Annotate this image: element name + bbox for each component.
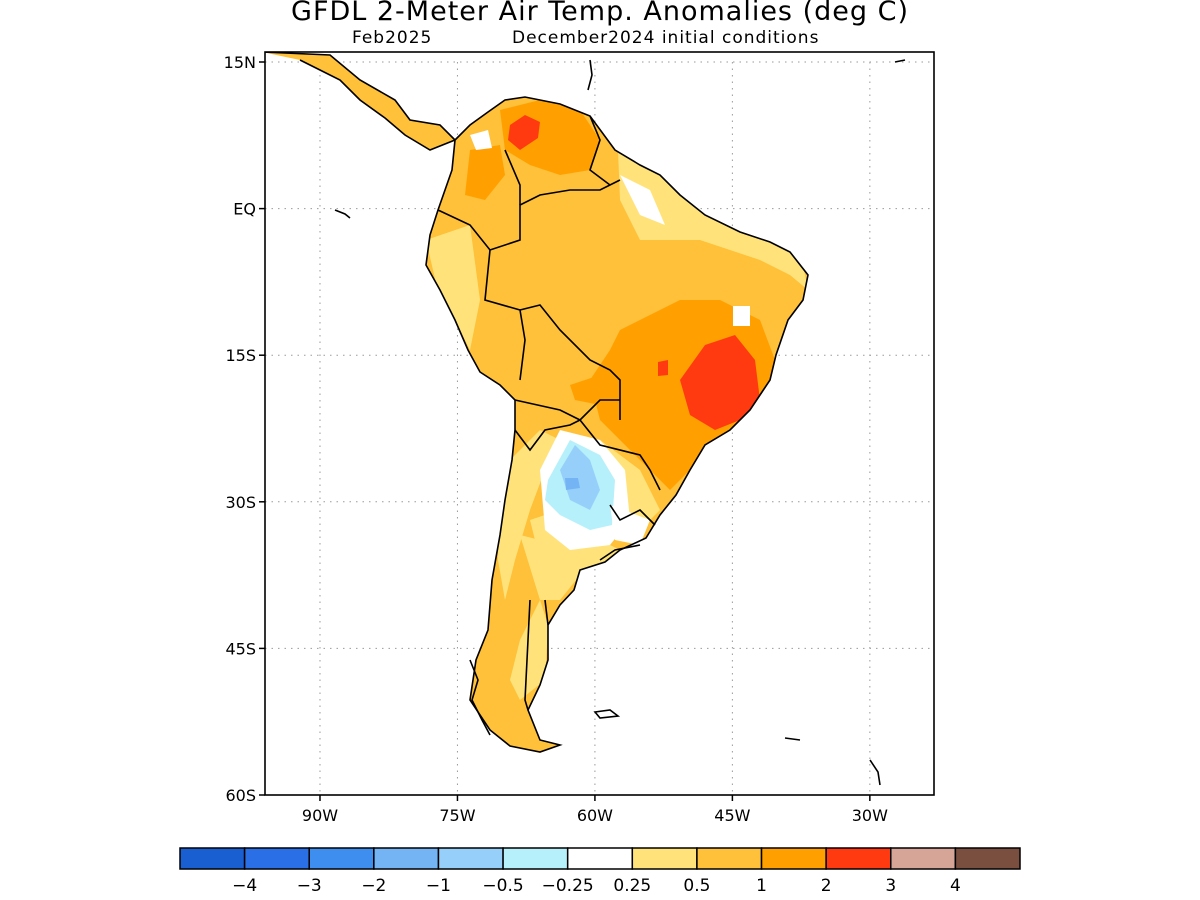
colorbar-label: −0.25 (542, 876, 594, 896)
colorbar-swatch (631, 847, 698, 870)
colorbar-swatch (825, 847, 892, 870)
map-title: GFDL 2-Meter Air Temp. Anomalies (deg C) (291, 0, 909, 27)
lon-tick-label: 90W (302, 806, 338, 825)
colorbar-label: 3 (885, 876, 896, 896)
colorbar-swatch (502, 847, 569, 870)
lon-tick-label: 30W (852, 806, 888, 825)
coastlines-and-borders (265, 52, 906, 786)
colorbar-label: 0.25 (613, 876, 651, 896)
colorbar-swatch (566, 847, 634, 870)
lat-tick-label: 30S (225, 493, 256, 512)
latitude-axis: 15N EQ 15S 30S 45S 60S (224, 53, 265, 805)
map-gridlines (265, 61, 934, 795)
map-frame (264, 51, 935, 796)
lat-tick-label: 60S (225, 786, 256, 805)
lon-tick-label: 75W (439, 806, 475, 825)
lat-tick-label: 15S (225, 346, 256, 365)
colorbar-swatch (373, 847, 440, 870)
colorbar-swatch (696, 847, 763, 870)
lat-tick-label: EQ (233, 200, 256, 219)
colorbar-label: −3 (297, 876, 322, 896)
colorbar-swatch (954, 847, 1021, 870)
colorbar-swatch (243, 847, 310, 870)
colorbar (179, 847, 1021, 870)
forecast-month: Feb2025 (352, 28, 433, 48)
colorbar-label: −1 (426, 876, 451, 896)
colorbar-label: −4 (232, 876, 257, 896)
colorbar-label: 1 (756, 876, 767, 896)
lon-tick-label: 60W (577, 806, 613, 825)
initial-conditions-label: December2024 initial conditions (512, 28, 820, 48)
colorbar-label: 4 (950, 876, 961, 896)
colorbar-label: −0.5 (482, 876, 523, 896)
lat-tick-label: 15N (224, 53, 256, 72)
lon-tick-label: 45W (714, 806, 750, 825)
colorbar-swatch (308, 847, 375, 870)
lat-tick-label: 45S (225, 639, 256, 658)
colorbar-swatch (760, 847, 827, 870)
temperature-anomaly-shading (265, 52, 808, 752)
colorbar-labels: −4 −3 −2 −1 −0.5 −0.25 0.25 0.5 1 2 3 4 (232, 876, 961, 896)
longitude-axis: 90W 75W 60W 45W 30W (302, 795, 888, 825)
colorbar-label: 2 (821, 876, 832, 896)
colorbar-label: −2 (361, 876, 386, 896)
colorbar-swatch (179, 847, 246, 870)
colorbar-label: 0.5 (683, 876, 710, 896)
colorbar-swatch (437, 847, 504, 870)
colorbar-swatch (890, 847, 957, 870)
